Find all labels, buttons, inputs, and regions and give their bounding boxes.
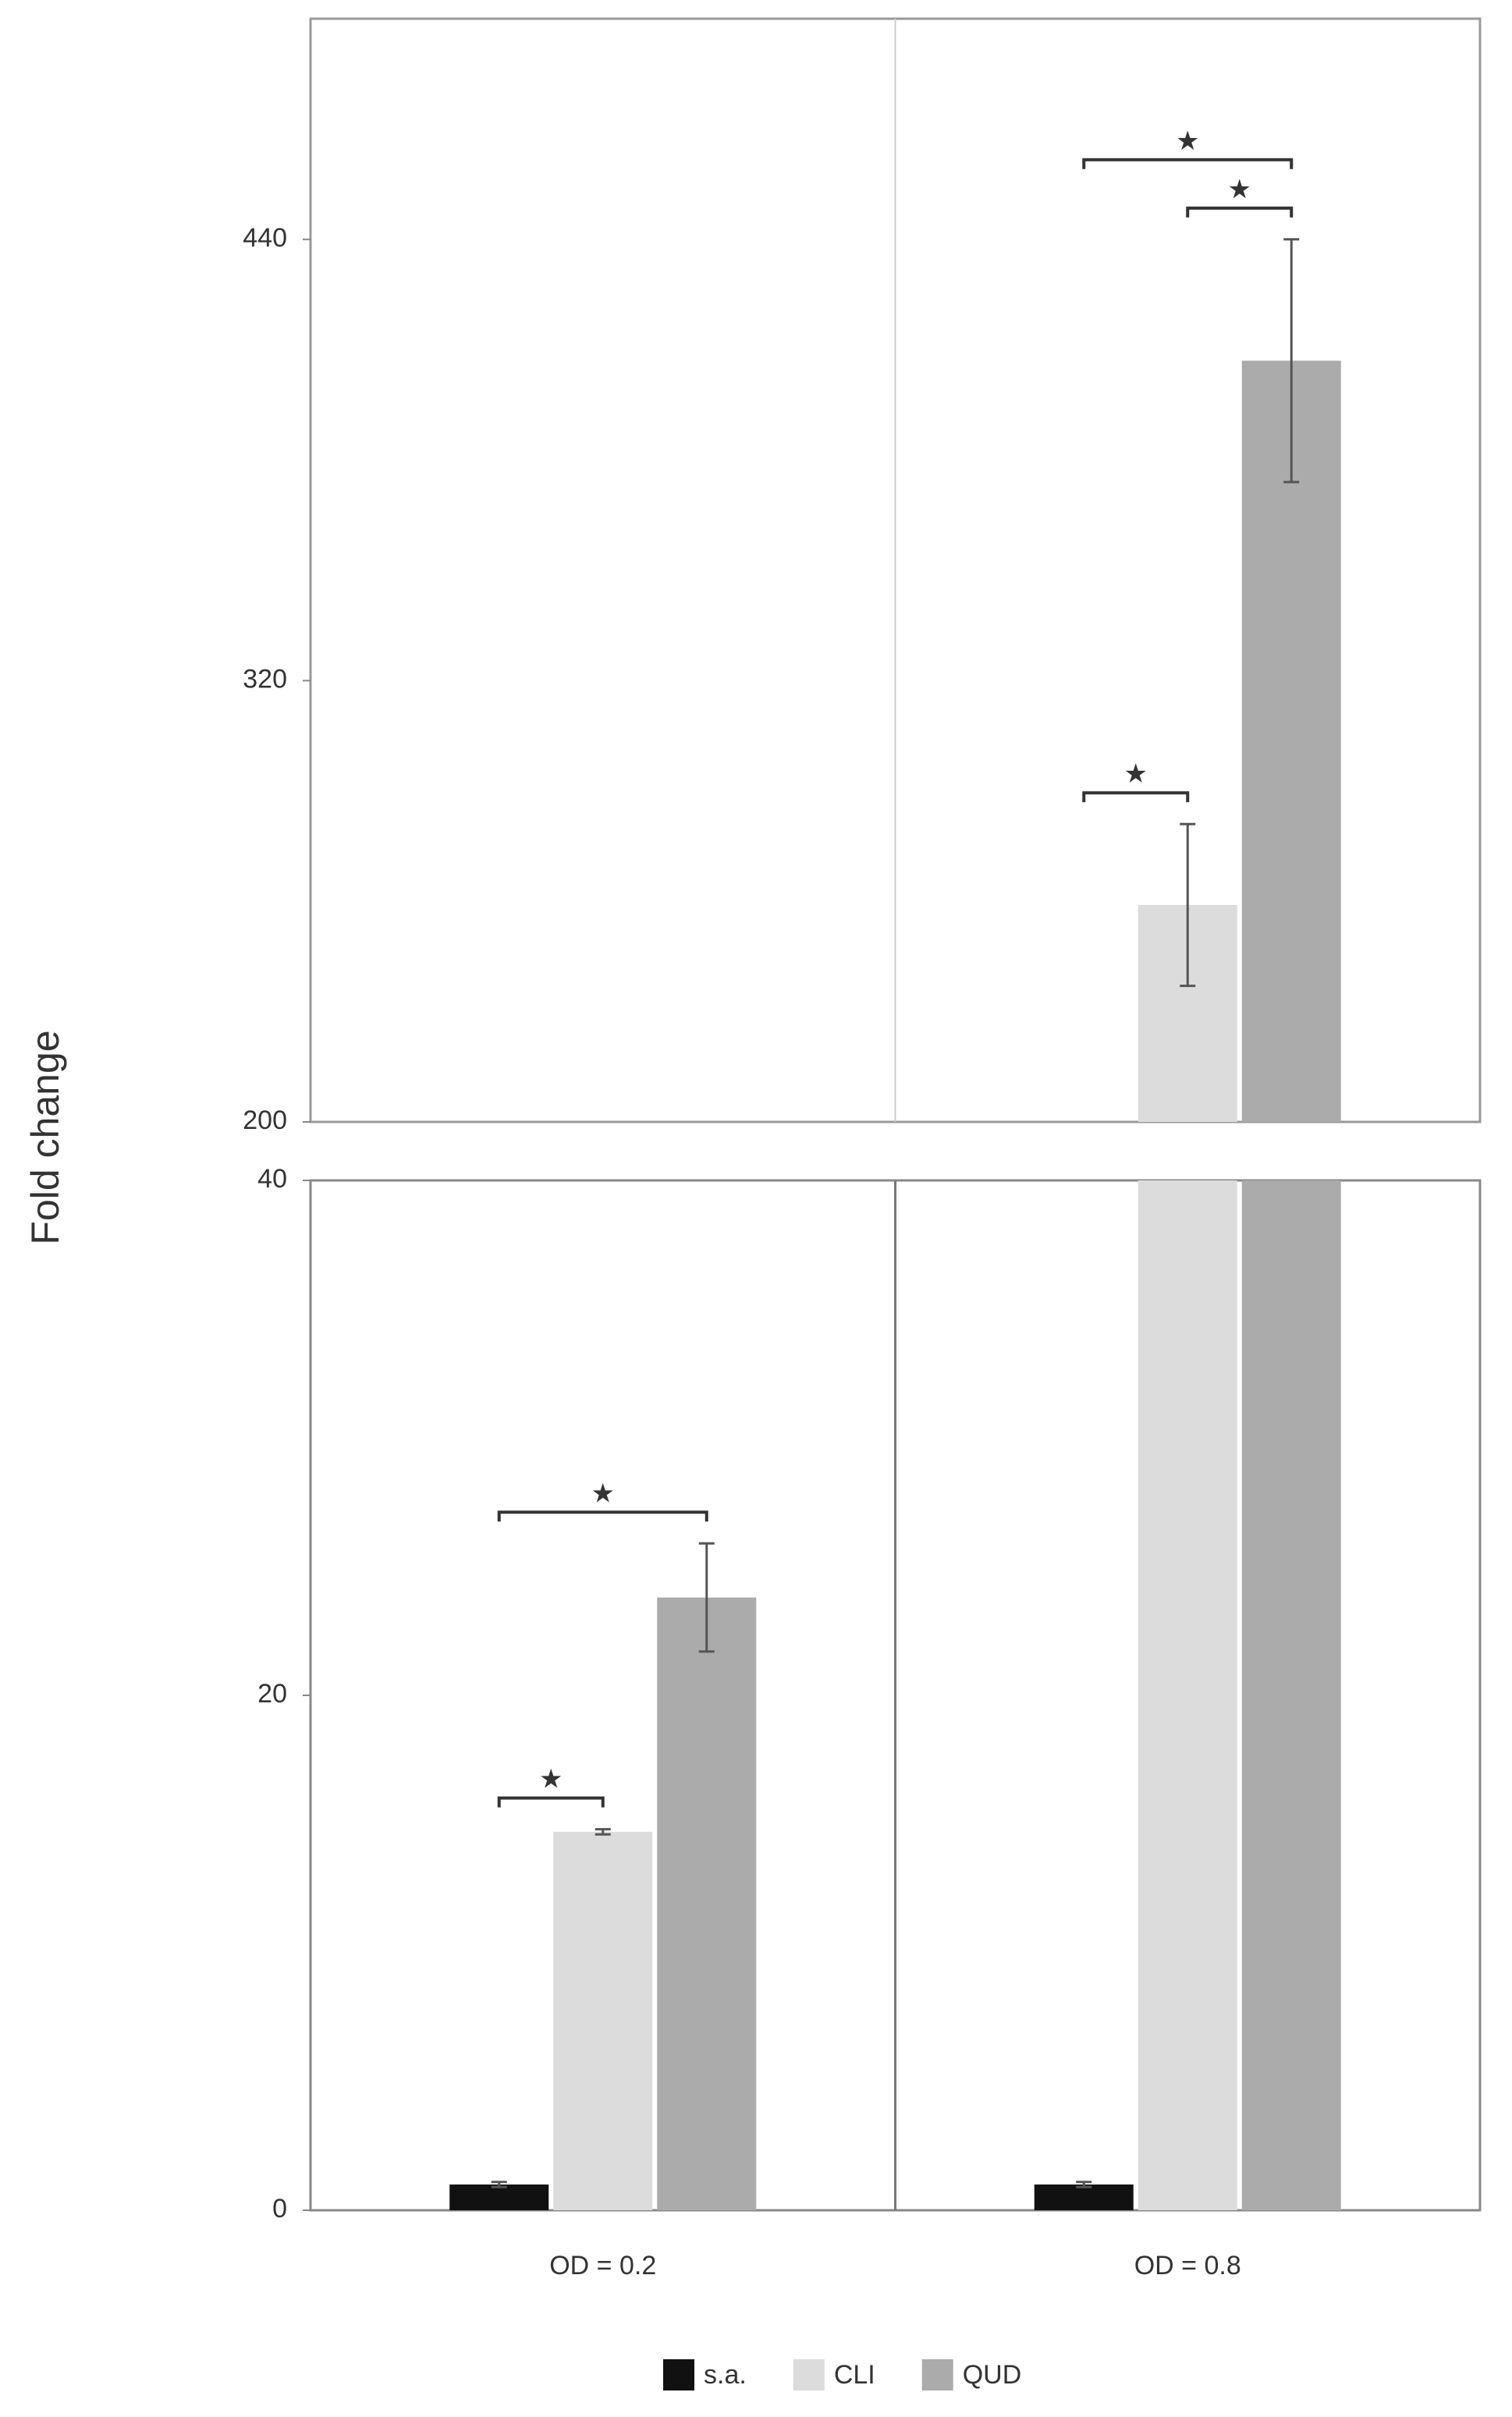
significance-bracket [1082, 791, 1190, 803]
legend-swatch [663, 2359, 694, 2390]
y-tick-label: 440 [243, 223, 287, 253]
error-bar [1283, 238, 1300, 484]
y-tick-label: 0 [272, 2194, 287, 2224]
legend-swatch [921, 2359, 953, 2390]
bar [1241, 1180, 1341, 2210]
x-tick-label: OD = 0.8 [1134, 2251, 1241, 2280]
y-tick-label: 320 [243, 664, 287, 694]
error-bar [491, 2181, 507, 2188]
significance-label: ★ [591, 1478, 615, 1508]
bar [1241, 360, 1341, 1123]
y-tick-label: 20 [257, 1679, 287, 1709]
bar [1034, 2185, 1134, 2210]
y-tick-label: 40 [257, 1164, 287, 1194]
error-bar [698, 1542, 715, 1653]
y-tick-label: 200 [243, 1106, 287, 1135]
significance-label: ★ [1176, 126, 1199, 156]
bar [657, 1597, 757, 2210]
legend-label: s.a. [704, 2360, 747, 2390]
bar [449, 2185, 549, 2210]
significance-bracket [1186, 206, 1294, 218]
significance-bracket [1082, 158, 1294, 169]
y-axis-label: Fold change [23, 1030, 67, 1244]
error-bar [1076, 2181, 1092, 2188]
legend-label: QUD [963, 2360, 1022, 2390]
legend-swatch [793, 2359, 825, 2390]
significance-label: ★ [1124, 759, 1148, 789]
significance-bracket [497, 1510, 708, 1522]
significance-bracket [497, 1796, 605, 1808]
significance-label: ★ [1228, 175, 1251, 204]
bar [1138, 1180, 1237, 2210]
error-bar [1180, 822, 1196, 988]
error-bar [595, 1828, 611, 1836]
bar [553, 1831, 653, 2210]
legend-label: CLI [834, 2360, 875, 2390]
x-tick-label: OD = 0.2 [549, 2251, 656, 2280]
significance-label: ★ [539, 1765, 563, 1794]
